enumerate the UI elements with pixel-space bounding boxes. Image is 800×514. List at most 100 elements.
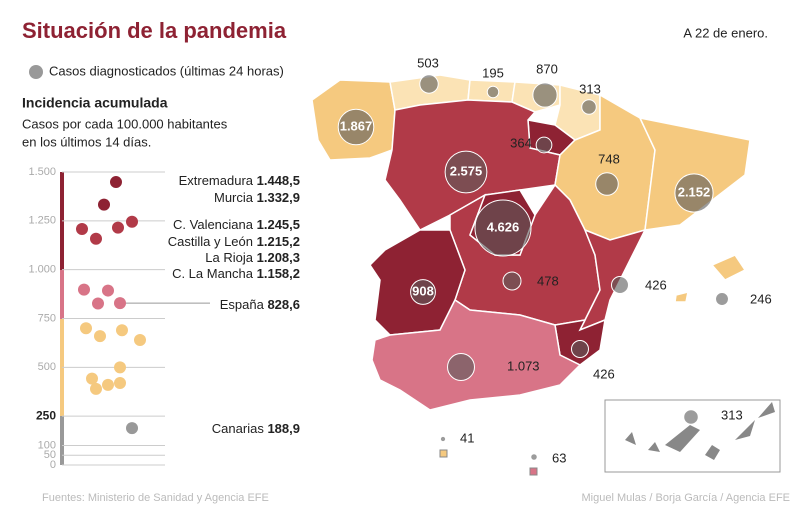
region-value: 188,9 — [267, 421, 300, 436]
y-tick-label: 250 — [36, 408, 56, 422]
case-label: 1.073 — [507, 358, 540, 373]
region-value: 1.215,2 — [257, 234, 300, 249]
incidence-dot — [112, 221, 124, 234]
case-bubble — [444, 150, 488, 194]
incidence-dot — [90, 232, 102, 245]
region-name: Extremadura — [179, 173, 254, 188]
case-bubble — [447, 353, 475, 381]
case-bubble — [439, 435, 447, 443]
case-label: 1.867 — [340, 118, 373, 133]
case-bubble — [535, 136, 553, 154]
region-label: Murcia 1.332,9 — [214, 190, 300, 205]
region-label: C. La Mancha 1.158,2 — [172, 266, 300, 281]
y-tick-label: 100 — [38, 439, 56, 451]
incidence-dot — [116, 324, 128, 337]
case-label: 246 — [750, 291, 772, 306]
case-bubble — [410, 279, 436, 305]
incidence-dot — [98, 198, 110, 211]
incidence-dot — [80, 322, 92, 335]
case-label: 313 — [721, 407, 743, 422]
source: Fuentes: Ministerio de Sanidad y Agencia… — [42, 492, 269, 504]
incidence-dot — [102, 378, 114, 391]
y-tick-label: 50 — [44, 449, 56, 461]
y-tick-label: 1.500 — [28, 166, 56, 178]
case-label: 2.152 — [678, 184, 711, 199]
incidence-dot — [114, 376, 126, 389]
y-tick-label: 1.250 — [28, 215, 56, 227]
incidence-title: Incidencia acumulada — [22, 95, 168, 111]
case-label: 364 — [510, 135, 532, 150]
incidence-dot — [126, 215, 138, 228]
case-label: 426 — [645, 277, 667, 292]
y-tick-label: 0 — [50, 459, 56, 471]
credit: Miguel Mulas / Borja García / Agencia EF… — [582, 492, 790, 504]
case-label: 503 — [417, 55, 439, 70]
incidence-dot — [86, 372, 98, 385]
case-label: 908 — [412, 283, 434, 298]
incidence-subtitle: Casos por cada 100.000 habitantes — [22, 116, 228, 131]
region-value: 1.245,5 — [257, 217, 300, 232]
incidence-dot — [78, 283, 90, 296]
case-bubble — [581, 99, 597, 115]
incidence-dot — [94, 330, 106, 343]
case-label: 313 — [579, 81, 601, 96]
region-value: 828,6 — [267, 297, 300, 312]
case-bubble — [715, 292, 729, 306]
region-name: Canarias — [212, 421, 265, 436]
case-bubble — [337, 108, 375, 146]
case-label: 2.575 — [450, 163, 483, 178]
incidence-dot — [126, 422, 138, 435]
case-bubble — [611, 276, 629, 294]
incidence-dot — [90, 382, 102, 395]
region-value: 1.158,2 — [257, 266, 300, 281]
case-label: 870 — [536, 61, 558, 76]
incidence-dot — [134, 333, 146, 346]
region-label: España 828,6 — [220, 297, 300, 312]
region-name: España — [220, 297, 265, 312]
case-bubble — [486, 85, 500, 99]
y-tick-label: 750 — [38, 312, 56, 324]
case-bubble — [474, 199, 532, 257]
incidence-dot — [76, 222, 88, 235]
case-label: 195 — [482, 65, 504, 80]
region-label: La Rioja 1.208,3 — [205, 250, 300, 265]
case-label: 41 — [460, 430, 474, 445]
region-label: Extremadura 1.448,5 — [179, 173, 300, 188]
incidence-dot — [110, 176, 122, 189]
incidence-dot — [114, 297, 126, 310]
region-name: C. La Mancha — [172, 266, 254, 281]
region-label: Canarias 188,9 — [212, 421, 300, 436]
region-name: Murcia — [214, 190, 254, 205]
case-bubble — [530, 453, 538, 461]
y-tick-label: 1.000 — [28, 264, 56, 276]
case-bubble — [532, 82, 558, 108]
date: A 22 de enero. — [683, 25, 768, 40]
case-label: 748 — [598, 151, 620, 166]
case-bubble — [683, 409, 699, 425]
case-label: 63 — [552, 450, 566, 465]
incidence-dot — [114, 361, 126, 374]
region-value: 1.208,3 — [257, 250, 300, 265]
incidence-dot — [92, 297, 104, 310]
region-label: C. Valenciana 1.245,5 — [173, 217, 300, 232]
region-name: La Rioja — [205, 250, 253, 265]
y-tick-label: 500 — [38, 361, 56, 373]
incidence-dot — [102, 284, 114, 297]
legend-dot — [29, 65, 43, 79]
case-bubble — [502, 271, 522, 291]
case-label: 4.626 — [487, 219, 520, 234]
legend-label: Casos diagnosticados (últimas 24 horas) — [49, 63, 284, 78]
region-name: Castilla y León — [168, 234, 253, 249]
region-value: 1.448,5 — [257, 173, 300, 188]
region-value: 1.332,9 — [257, 190, 300, 205]
case-bubble — [595, 172, 619, 196]
incidence-subtitle: en los últimos 14 días. — [22, 134, 151, 149]
region-label: Castilla y León 1.215,2 — [168, 234, 300, 249]
case-label: 426 — [593, 366, 615, 381]
case-label: 478 — [537, 273, 559, 288]
case-bubble — [419, 74, 439, 94]
title: Situación de la pandemia — [22, 18, 287, 43]
case-bubble — [674, 173, 714, 213]
case-bubble — [571, 340, 589, 358]
